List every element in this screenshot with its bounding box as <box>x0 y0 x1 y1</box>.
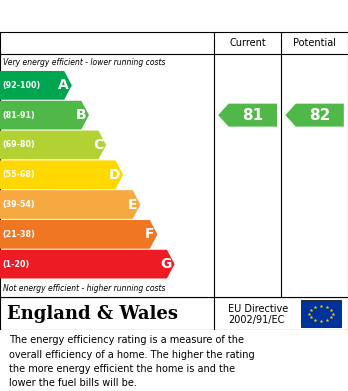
Polygon shape <box>285 104 344 127</box>
Polygon shape <box>0 131 106 159</box>
Text: D: D <box>109 168 120 182</box>
Polygon shape <box>0 220 157 249</box>
Text: (1-20): (1-20) <box>3 260 30 269</box>
Polygon shape <box>0 250 175 278</box>
Bar <box>301 300 341 327</box>
Text: Potential: Potential <box>293 38 336 48</box>
Polygon shape <box>0 101 89 129</box>
Text: E: E <box>128 197 137 212</box>
Text: Very energy efficient - lower running costs: Very energy efficient - lower running co… <box>3 58 166 67</box>
Polygon shape <box>0 190 140 219</box>
Text: (92-100): (92-100) <box>3 81 41 90</box>
Text: The energy efficiency rating is a measure of the
overall efficiency of a home. T: The energy efficiency rating is a measur… <box>9 335 254 388</box>
Text: F: F <box>145 227 155 241</box>
Text: Not energy efficient - higher running costs: Not energy efficient - higher running co… <box>3 283 166 293</box>
Text: (21-38): (21-38) <box>3 230 35 239</box>
Text: (81-91): (81-91) <box>3 111 35 120</box>
Text: Energy Efficiency Rating: Energy Efficiency Rating <box>9 9 230 23</box>
Text: A: A <box>58 78 69 92</box>
Text: C: C <box>93 138 103 152</box>
Text: 2002/91/EC: 2002/91/EC <box>228 315 284 325</box>
Text: G: G <box>160 257 172 271</box>
Text: B: B <box>76 108 86 122</box>
Text: (69-80): (69-80) <box>3 140 35 149</box>
Polygon shape <box>218 104 277 127</box>
Text: (39-54): (39-54) <box>3 200 35 209</box>
Text: EU Directive: EU Directive <box>228 303 288 314</box>
Polygon shape <box>0 160 123 189</box>
Text: 82: 82 <box>309 108 331 123</box>
Polygon shape <box>0 71 72 100</box>
Text: (55-68): (55-68) <box>3 170 35 179</box>
Text: England & Wales: England & Wales <box>7 305 178 323</box>
Text: Current: Current <box>229 38 266 48</box>
Text: 81: 81 <box>242 108 263 123</box>
